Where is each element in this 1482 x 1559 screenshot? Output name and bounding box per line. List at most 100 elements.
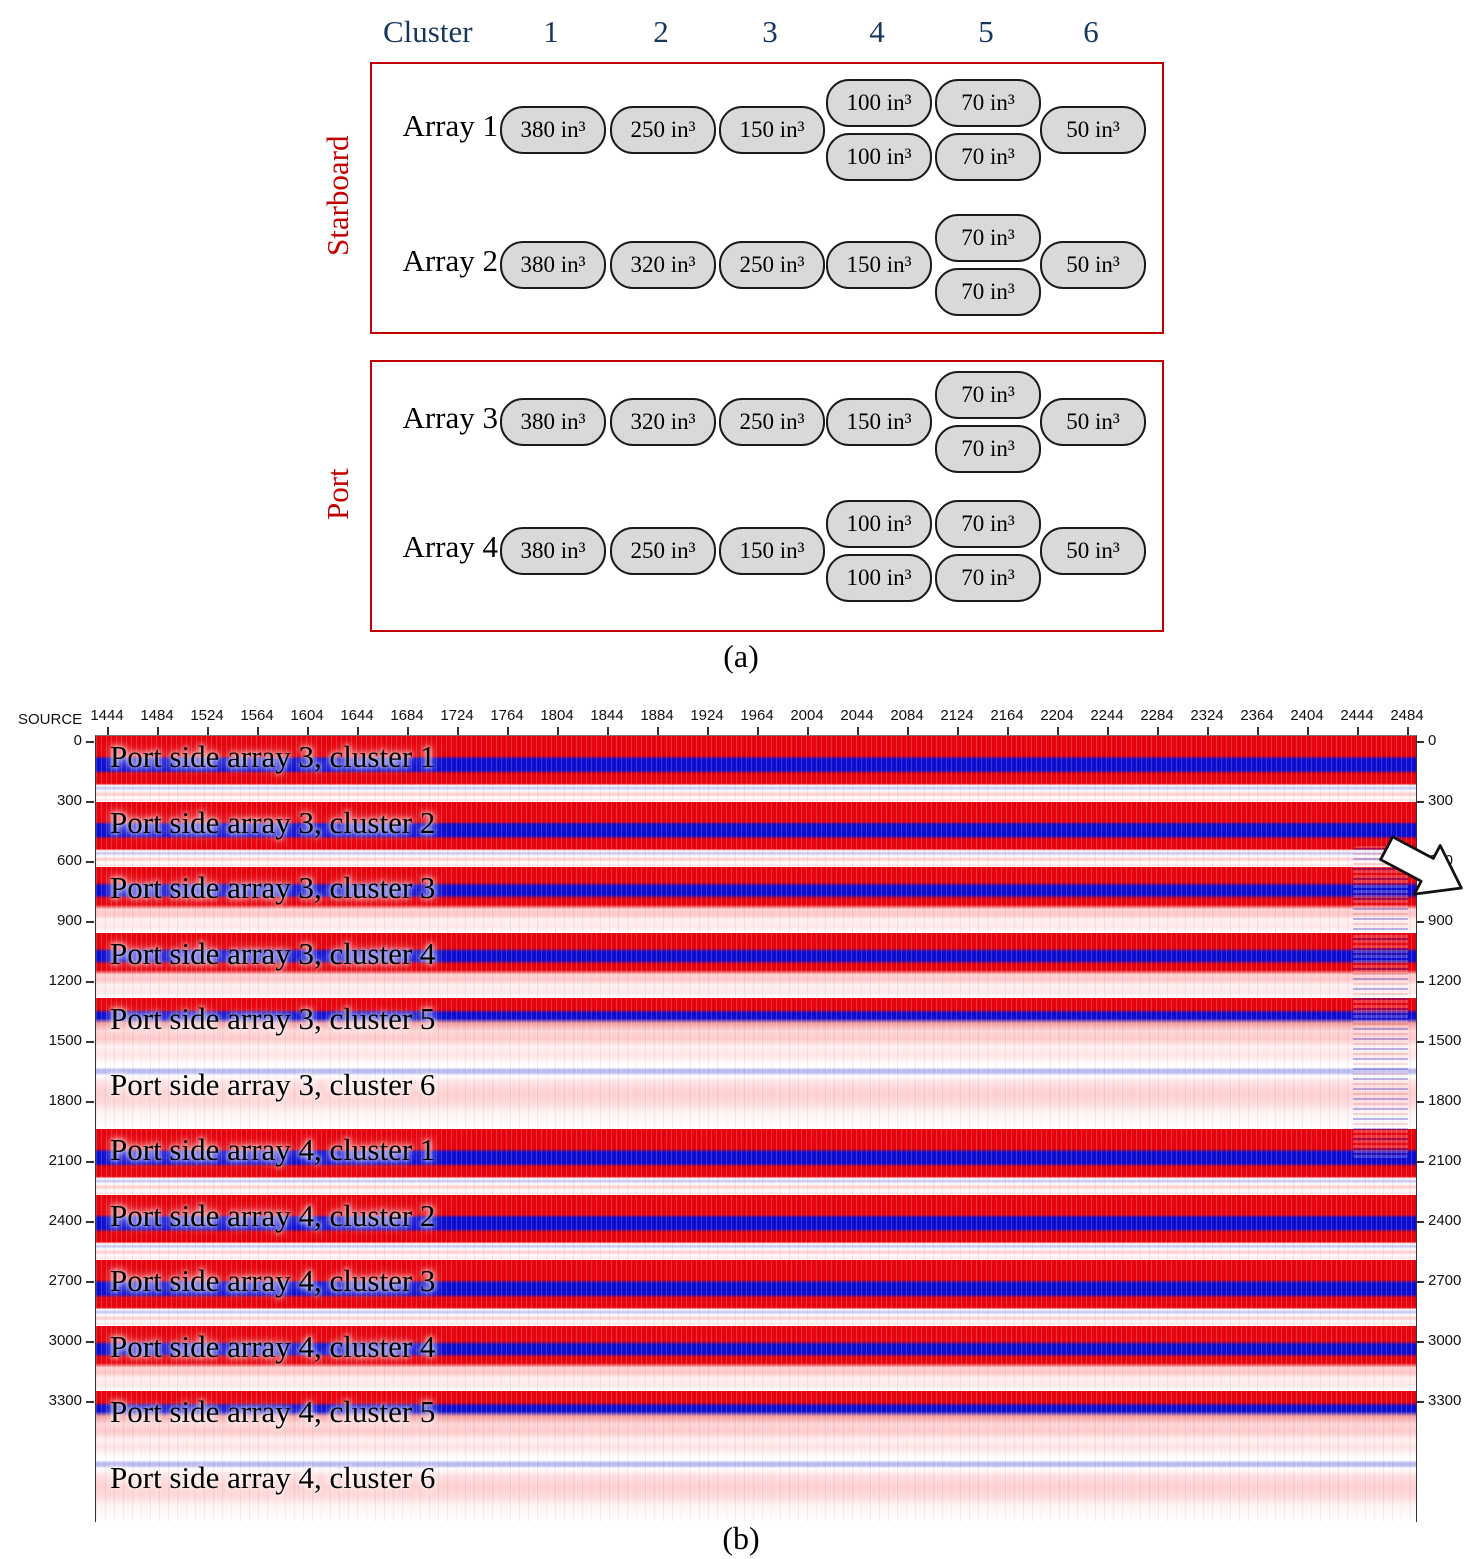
source-axis-tick: [1257, 727, 1259, 735]
depth-axis-tick-left: [86, 1281, 94, 1283]
source-axis-tick: [207, 727, 209, 735]
source-axis-tick: [1107, 727, 1109, 735]
source-axis-tick-label: 2404: [1290, 707, 1324, 724]
depth-axis-tick-right: [1416, 921, 1424, 923]
source-volume-pill: 70 in³: [935, 554, 1041, 602]
array-label: Array 2: [402, 243, 498, 278]
cluster-number: 3: [762, 14, 778, 49]
source-volume-pill: 50 in³: [1040, 241, 1146, 289]
depth-axis-tick-left: [86, 1341, 94, 1343]
source-axis-tick: [907, 727, 909, 735]
depth-axis-tick-label-right: 2100: [1428, 1152, 1462, 1169]
seismic-band: Port side array 3, cluster 6: [96, 1063, 1416, 1129]
source-axis-tick: [1357, 727, 1359, 735]
source-axis-tick-label: 2324: [1190, 707, 1224, 724]
depth-axis-tick-label-left: 2700: [48, 1272, 82, 1289]
depth-axis-tick-label-left: 900: [56, 912, 82, 929]
depth-axis-tick-label-right: 3300: [1428, 1392, 1462, 1409]
seismic-band-label: Port side array 3, cluster 2: [110, 804, 436, 840]
depth-axis-tick-right: [1416, 741, 1424, 743]
seismic-band-label: Port side array 3, cluster 3: [110, 870, 436, 905]
source-volume-pill: 50 in³: [1040, 527, 1146, 575]
source-axis-tick-label: 1524: [190, 707, 224, 724]
seismic-band: Port side array 3, cluster 4: [96, 932, 1416, 998]
depth-axis-tick-right: [1416, 1101, 1424, 1103]
source-axis-tick: [407, 727, 409, 735]
source-axis-tick-label: 1924: [690, 707, 724, 724]
depth-axis-tick-label-left: 1800: [48, 1092, 82, 1109]
depth-axis-tick-right: [1416, 1041, 1424, 1043]
source-volume-pill: 150 in³: [719, 527, 825, 575]
source-axis-tick: [107, 727, 109, 735]
cluster-number: 6: [1083, 14, 1099, 49]
source-axis-tick-label: 2364: [1240, 707, 1274, 724]
seismic-band: Port side array 4, cluster 3: [96, 1260, 1416, 1326]
starboard-group-label: Starboard: [320, 135, 355, 257]
source-volume-pill: 150 in³: [826, 241, 932, 289]
array-label: Array 1: [402, 108, 498, 143]
source-axis-tick: [957, 727, 959, 735]
source-volume-pill: 50 in³: [1040, 398, 1146, 446]
seismic-band: Port side array 3, cluster 2: [96, 801, 1416, 867]
seismic-bands-container: Port side array 3, cluster 1 Port side ar…: [96, 736, 1416, 1522]
seismic-band-label: Port side array 3, cluster 4: [110, 935, 436, 971]
starboard-group-box: [370, 62, 1164, 334]
caption-a: (a): [723, 638, 759, 674]
seismic-band-label: Port side array 4, cluster 4: [110, 1328, 436, 1364]
depth-axis-tick-right: [1416, 981, 1424, 983]
source-axis-tick-label: 1444: [90, 707, 124, 724]
depth-axis-tick-right: [1416, 1341, 1424, 1343]
depth-axis-tick-label-left: 600: [56, 852, 82, 869]
source-volume-pill: 150 in³: [719, 106, 825, 154]
source-volume-pill: 70 in³: [935, 268, 1041, 316]
source-axis-tick: [757, 727, 759, 735]
source-axis-tick-label: 1724: [440, 707, 474, 724]
depth-axis-tick-label-right: 300: [1428, 792, 1454, 809]
source-axis-tick: [1057, 727, 1059, 735]
depth-axis-tick-right: [1416, 801, 1424, 803]
source-axis-tick-label: 1764: [490, 707, 524, 724]
source-axis-tick-label: 1884: [640, 707, 674, 724]
source-axis-tick-label: 1964: [740, 707, 774, 724]
source-volume-pill: 380 in³: [500, 241, 606, 289]
seismic-band-label: Port side array 4, cluster 2: [110, 1197, 436, 1233]
source-volume-pill: 70 in³: [935, 371, 1041, 419]
arrow-annotation-icon: [1379, 835, 1463, 896]
seismic-band: Port side array 3, cluster 3: [96, 867, 1416, 933]
source-volume-pill: 250 in³: [610, 106, 716, 154]
source-volume-pill: 100 in³: [826, 79, 932, 127]
seismic-band-label: Port side array 4, cluster 5: [110, 1394, 436, 1429]
source-volume-pill: 380 in³: [500, 398, 606, 446]
port-group-label: Port: [320, 468, 355, 520]
depth-axis-tick-label-right: 1200: [1428, 972, 1462, 989]
seismic-band-label: Port side array 3, cluster 5: [110, 1001, 436, 1036]
depth-axis-tick-label-left: 3000: [48, 1332, 82, 1349]
depth-axis-tick-label-left: 2100: [48, 1152, 82, 1169]
source-axis-tick-label: 1844: [590, 707, 624, 724]
source-axis-tick-label: 1484: [140, 707, 174, 724]
cluster-number: 5: [978, 14, 994, 49]
seismic-band: Port side array 3, cluster 5: [96, 998, 1416, 1064]
caption-b: (b): [722, 1520, 760, 1556]
seismic-band-label: Port side array 4, cluster 3: [110, 1263, 436, 1298]
source-axis-title: SOURCE: [18, 711, 83, 728]
source-volume-pill: 380 in³: [500, 106, 606, 154]
source-axis-tick: [257, 727, 259, 735]
source-axis-tick-label: 2084: [890, 707, 924, 724]
source-axis-tick-label: 1684: [390, 707, 424, 724]
depth-axis-tick-left: [86, 921, 94, 923]
depth-axis-tick-label-right: 1800: [1428, 1092, 1462, 1109]
source-axis-tick: [1007, 727, 1009, 735]
source-axis-tick: [557, 727, 559, 735]
array-label: Array 3: [402, 400, 498, 435]
seismic-band: Port side array 3, cluster 1: [96, 736, 1416, 802]
depth-axis-tick-label-left: 1500: [48, 1032, 82, 1049]
depth-axis-tick-label-right: 1500: [1428, 1032, 1462, 1049]
source-axis-tick-label: 2004: [790, 707, 824, 724]
anomaly-region: [1353, 846, 1408, 1161]
source-axis-tick: [1207, 727, 1209, 735]
source-axis-tick: [1407, 727, 1409, 735]
source-volume-pill: 250 in³: [610, 527, 716, 575]
source-axis-tick: [807, 727, 809, 735]
cluster-header-label: Cluster: [383, 14, 473, 49]
